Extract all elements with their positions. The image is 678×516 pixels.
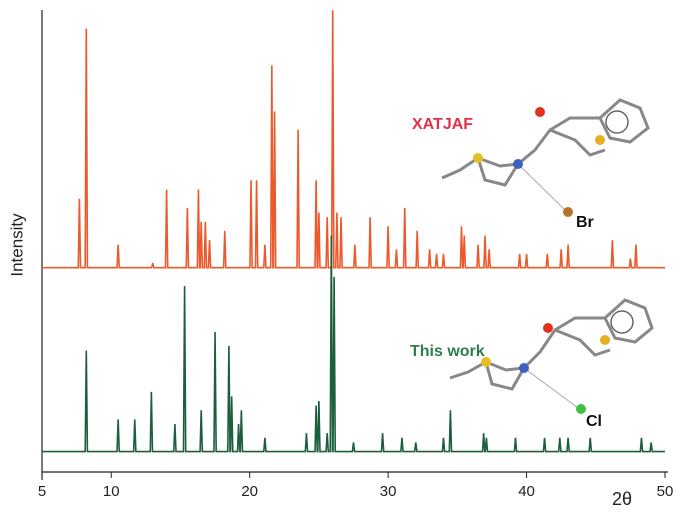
x-tick-label: 10 bbox=[103, 483, 120, 500]
annotation: Cl bbox=[586, 413, 602, 430]
x-tick-label: 40 bbox=[518, 483, 535, 500]
x-axis-label: 2θ bbox=[612, 489, 632, 509]
annotation: XATJAF bbox=[412, 116, 473, 133]
annotation: This work bbox=[410, 343, 485, 360]
y-axis-label: Intensity bbox=[7, 213, 26, 277]
annotation: Br bbox=[576, 214, 594, 231]
x-tick-label: 20 bbox=[241, 483, 258, 500]
x-tick-label: 50 bbox=[657, 483, 674, 500]
x-tick-label: 5 bbox=[38, 483, 46, 500]
chart: Intensity 2θ XATJAF This work Br Cl 5 10 2… bbox=[0, 0, 678, 511]
x-tick-label: 30 bbox=[380, 483, 397, 500]
